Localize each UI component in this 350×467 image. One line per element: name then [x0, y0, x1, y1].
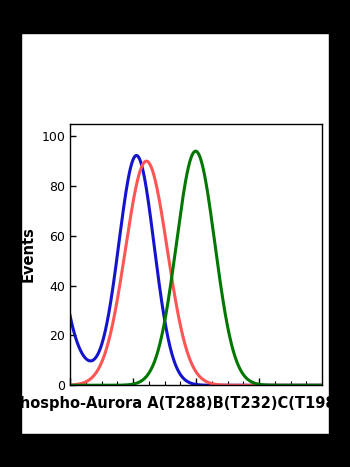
- X-axis label: Phospho-Aurora A(T288)B(T232)C(T198) FITC: Phospho-Aurora A(T288)B(T232)C(T198) FIT…: [9, 396, 350, 410]
- Y-axis label: Events: Events: [21, 226, 36, 283]
